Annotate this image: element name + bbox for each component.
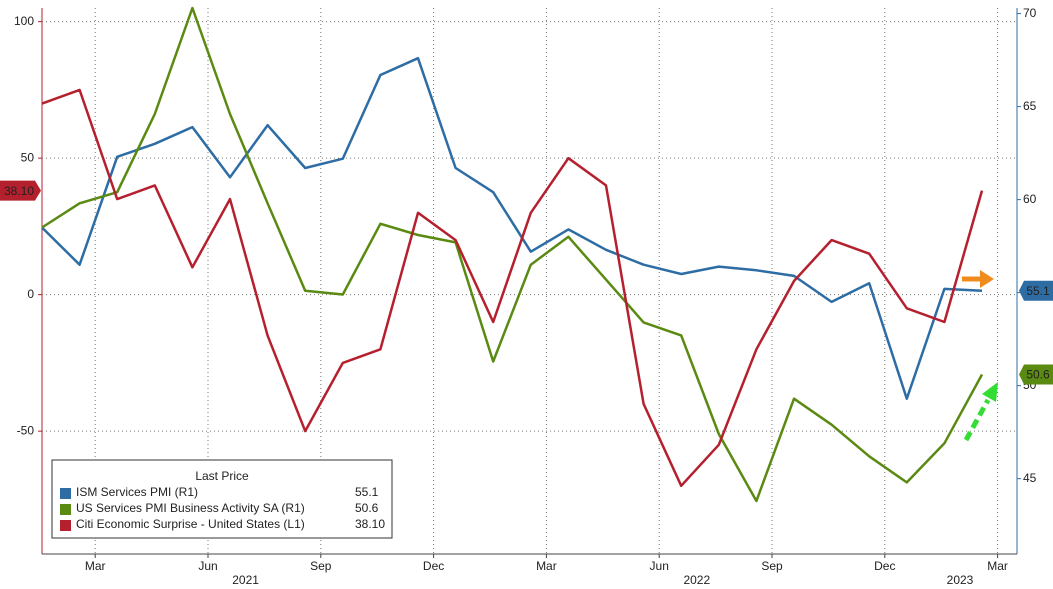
legend-swatch xyxy=(60,520,71,531)
series-line xyxy=(41,56,983,400)
annotation-arrows xyxy=(962,270,998,442)
axes: -50050100455055606570MarJunSepDecMarJunS… xyxy=(0,6,1053,587)
green-arrow-head xyxy=(982,382,998,402)
y-tick-label: -50 xyxy=(17,423,35,437)
legend-swatch xyxy=(60,488,71,499)
legend-label: Citi Economic Surprise - United States (… xyxy=(76,517,305,531)
legend-swatch xyxy=(60,504,71,515)
legend-label: US Services PMI Business Activity SA (R1… xyxy=(76,501,305,515)
x-tick-label: Jun xyxy=(198,559,217,573)
x-tick-label: Sep xyxy=(310,559,332,573)
x-tick-label: Mar xyxy=(987,559,1008,573)
series-line xyxy=(41,6,984,503)
legend-box xyxy=(51,459,393,539)
value-label-box xyxy=(0,180,41,201)
y-tick-label: 0 xyxy=(27,287,34,301)
x-tick-label: Dec xyxy=(423,559,444,573)
y-tick-label: 50 xyxy=(21,150,35,164)
legend-title: Last Price xyxy=(195,469,249,483)
year-label: 2022 xyxy=(683,573,710,587)
value-label: 50.6 xyxy=(1026,368,1050,382)
legend-value: 55.1 xyxy=(355,485,379,499)
grid xyxy=(42,8,1017,554)
x-tick-label: Jun xyxy=(650,559,669,573)
y2-tick-label: 60 xyxy=(1023,192,1037,206)
value-label-box xyxy=(1019,280,1053,301)
legend-value: 38.10 xyxy=(355,517,385,531)
legend-label: ISM Services PMI (R1) xyxy=(76,485,198,499)
value-label: 55.1 xyxy=(1026,284,1050,298)
y-tick-label: 100 xyxy=(14,14,34,28)
orange-arrow-head xyxy=(980,270,994,288)
legend: Last Price ISM Services PMI (R1) 55.1 US S… xyxy=(51,459,393,539)
green-arrow xyxy=(963,398,991,442)
x-tick-label: Mar xyxy=(536,559,557,573)
lines xyxy=(41,6,984,503)
legend-value: 50.6 xyxy=(355,501,379,515)
value-label-box xyxy=(1019,364,1053,385)
x-tick-label: Sep xyxy=(761,559,783,573)
y2-tick-label: 45 xyxy=(1023,471,1037,485)
year-label: 2023 xyxy=(947,573,974,587)
y2-tick-label: 70 xyxy=(1023,6,1037,20)
value-label: 38.10 xyxy=(4,184,34,198)
series-line xyxy=(41,88,984,488)
x-tick-label: Mar xyxy=(85,559,106,573)
x-tick-label: Dec xyxy=(874,559,895,573)
year-label: 2021 xyxy=(232,573,259,587)
y2-tick-label: 65 xyxy=(1023,99,1037,113)
